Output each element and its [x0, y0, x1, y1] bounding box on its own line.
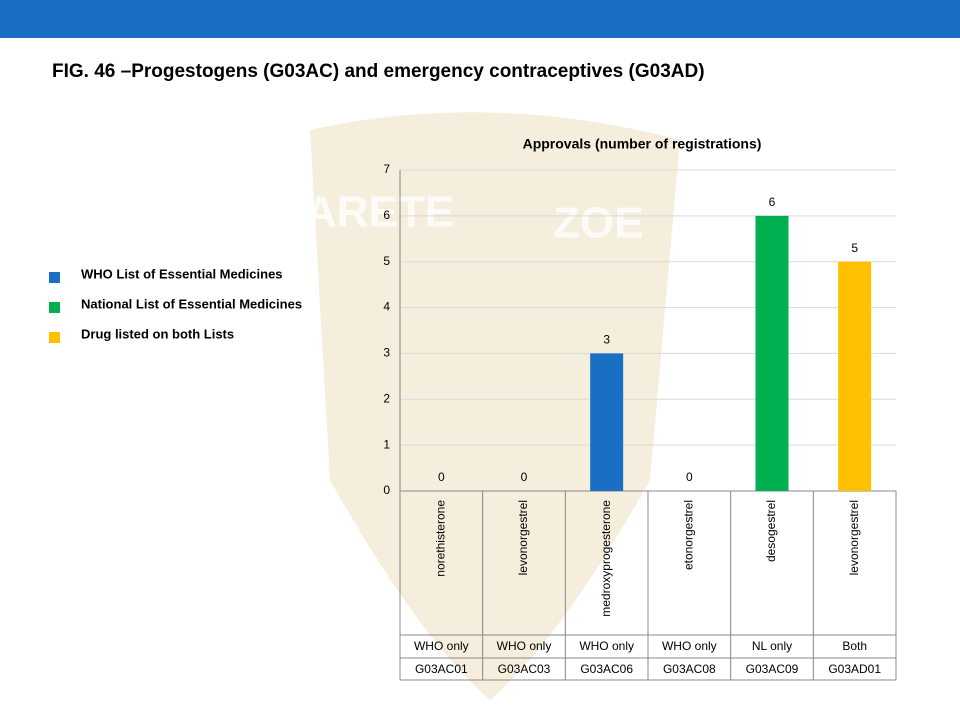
slide-title: FIG. 46 –Progestogens (G03AC) and emerge… — [52, 61, 705, 82]
watermark-text: ZOE — [553, 199, 643, 248]
code-label: G03AC06 — [580, 662, 633, 676]
data-label: 3 — [603, 333, 610, 347]
x-tick-label: medroxyprogesterone — [599, 500, 613, 617]
legend-swatch — [49, 332, 60, 343]
group-label: NL only — [752, 639, 792, 653]
code-label: G03AC01 — [415, 662, 468, 676]
code-label: G03AC08 — [663, 662, 716, 676]
x-tick-label: etonorgestrel — [682, 500, 696, 570]
y-tick-label: 3 — [383, 346, 390, 360]
legend-swatch — [49, 302, 60, 313]
x-tick-label: levonorgestrel — [516, 500, 530, 575]
legend-label: WHO List of Essential Medicines — [81, 266, 283, 281]
code-label: G03AC09 — [746, 662, 799, 676]
data-label: 0 — [521, 470, 528, 484]
data-label: 0 — [438, 470, 445, 484]
bar — [755, 215, 789, 491]
group-label: WHO only — [414, 639, 469, 653]
group-label: Both — [842, 639, 867, 653]
bar — [838, 261, 872, 491]
legend-swatch — [49, 272, 60, 283]
x-tick-label: norethisterone — [434, 500, 448, 577]
y-tick-label: 6 — [383, 208, 390, 222]
x-tick-label: levonorgestrel — [847, 500, 861, 575]
y-tick-label: 5 — [383, 254, 390, 268]
group-label: WHO only — [579, 639, 634, 653]
y-tick-label: 7 — [383, 162, 390, 176]
group-label: WHO only — [662, 639, 717, 653]
legend-label: National List of Essential Medicines — [81, 296, 302, 311]
y-tick-label: 4 — [383, 300, 390, 314]
code-label: G03AD01 — [828, 662, 881, 676]
data-label: 6 — [769, 195, 776, 209]
watermark-text: ARETE — [305, 188, 454, 237]
chart-title: Approvals (number of registrations) — [523, 136, 762, 152]
legend-label: Drug listed on both Lists — [81, 326, 234, 341]
group-label: WHO only — [497, 639, 552, 653]
y-tick-label: 0 — [383, 483, 390, 497]
header-bar — [0, 0, 960, 38]
data-label: 5 — [851, 241, 858, 255]
y-tick-label: 1 — [383, 437, 390, 451]
y-tick-label: 2 — [383, 391, 390, 405]
bar — [590, 353, 624, 491]
code-label: G03AC03 — [498, 662, 551, 676]
data-label: 0 — [686, 470, 693, 484]
x-tick-label: desogestrel — [764, 500, 778, 562]
watermark-shield — [310, 112, 680, 700]
